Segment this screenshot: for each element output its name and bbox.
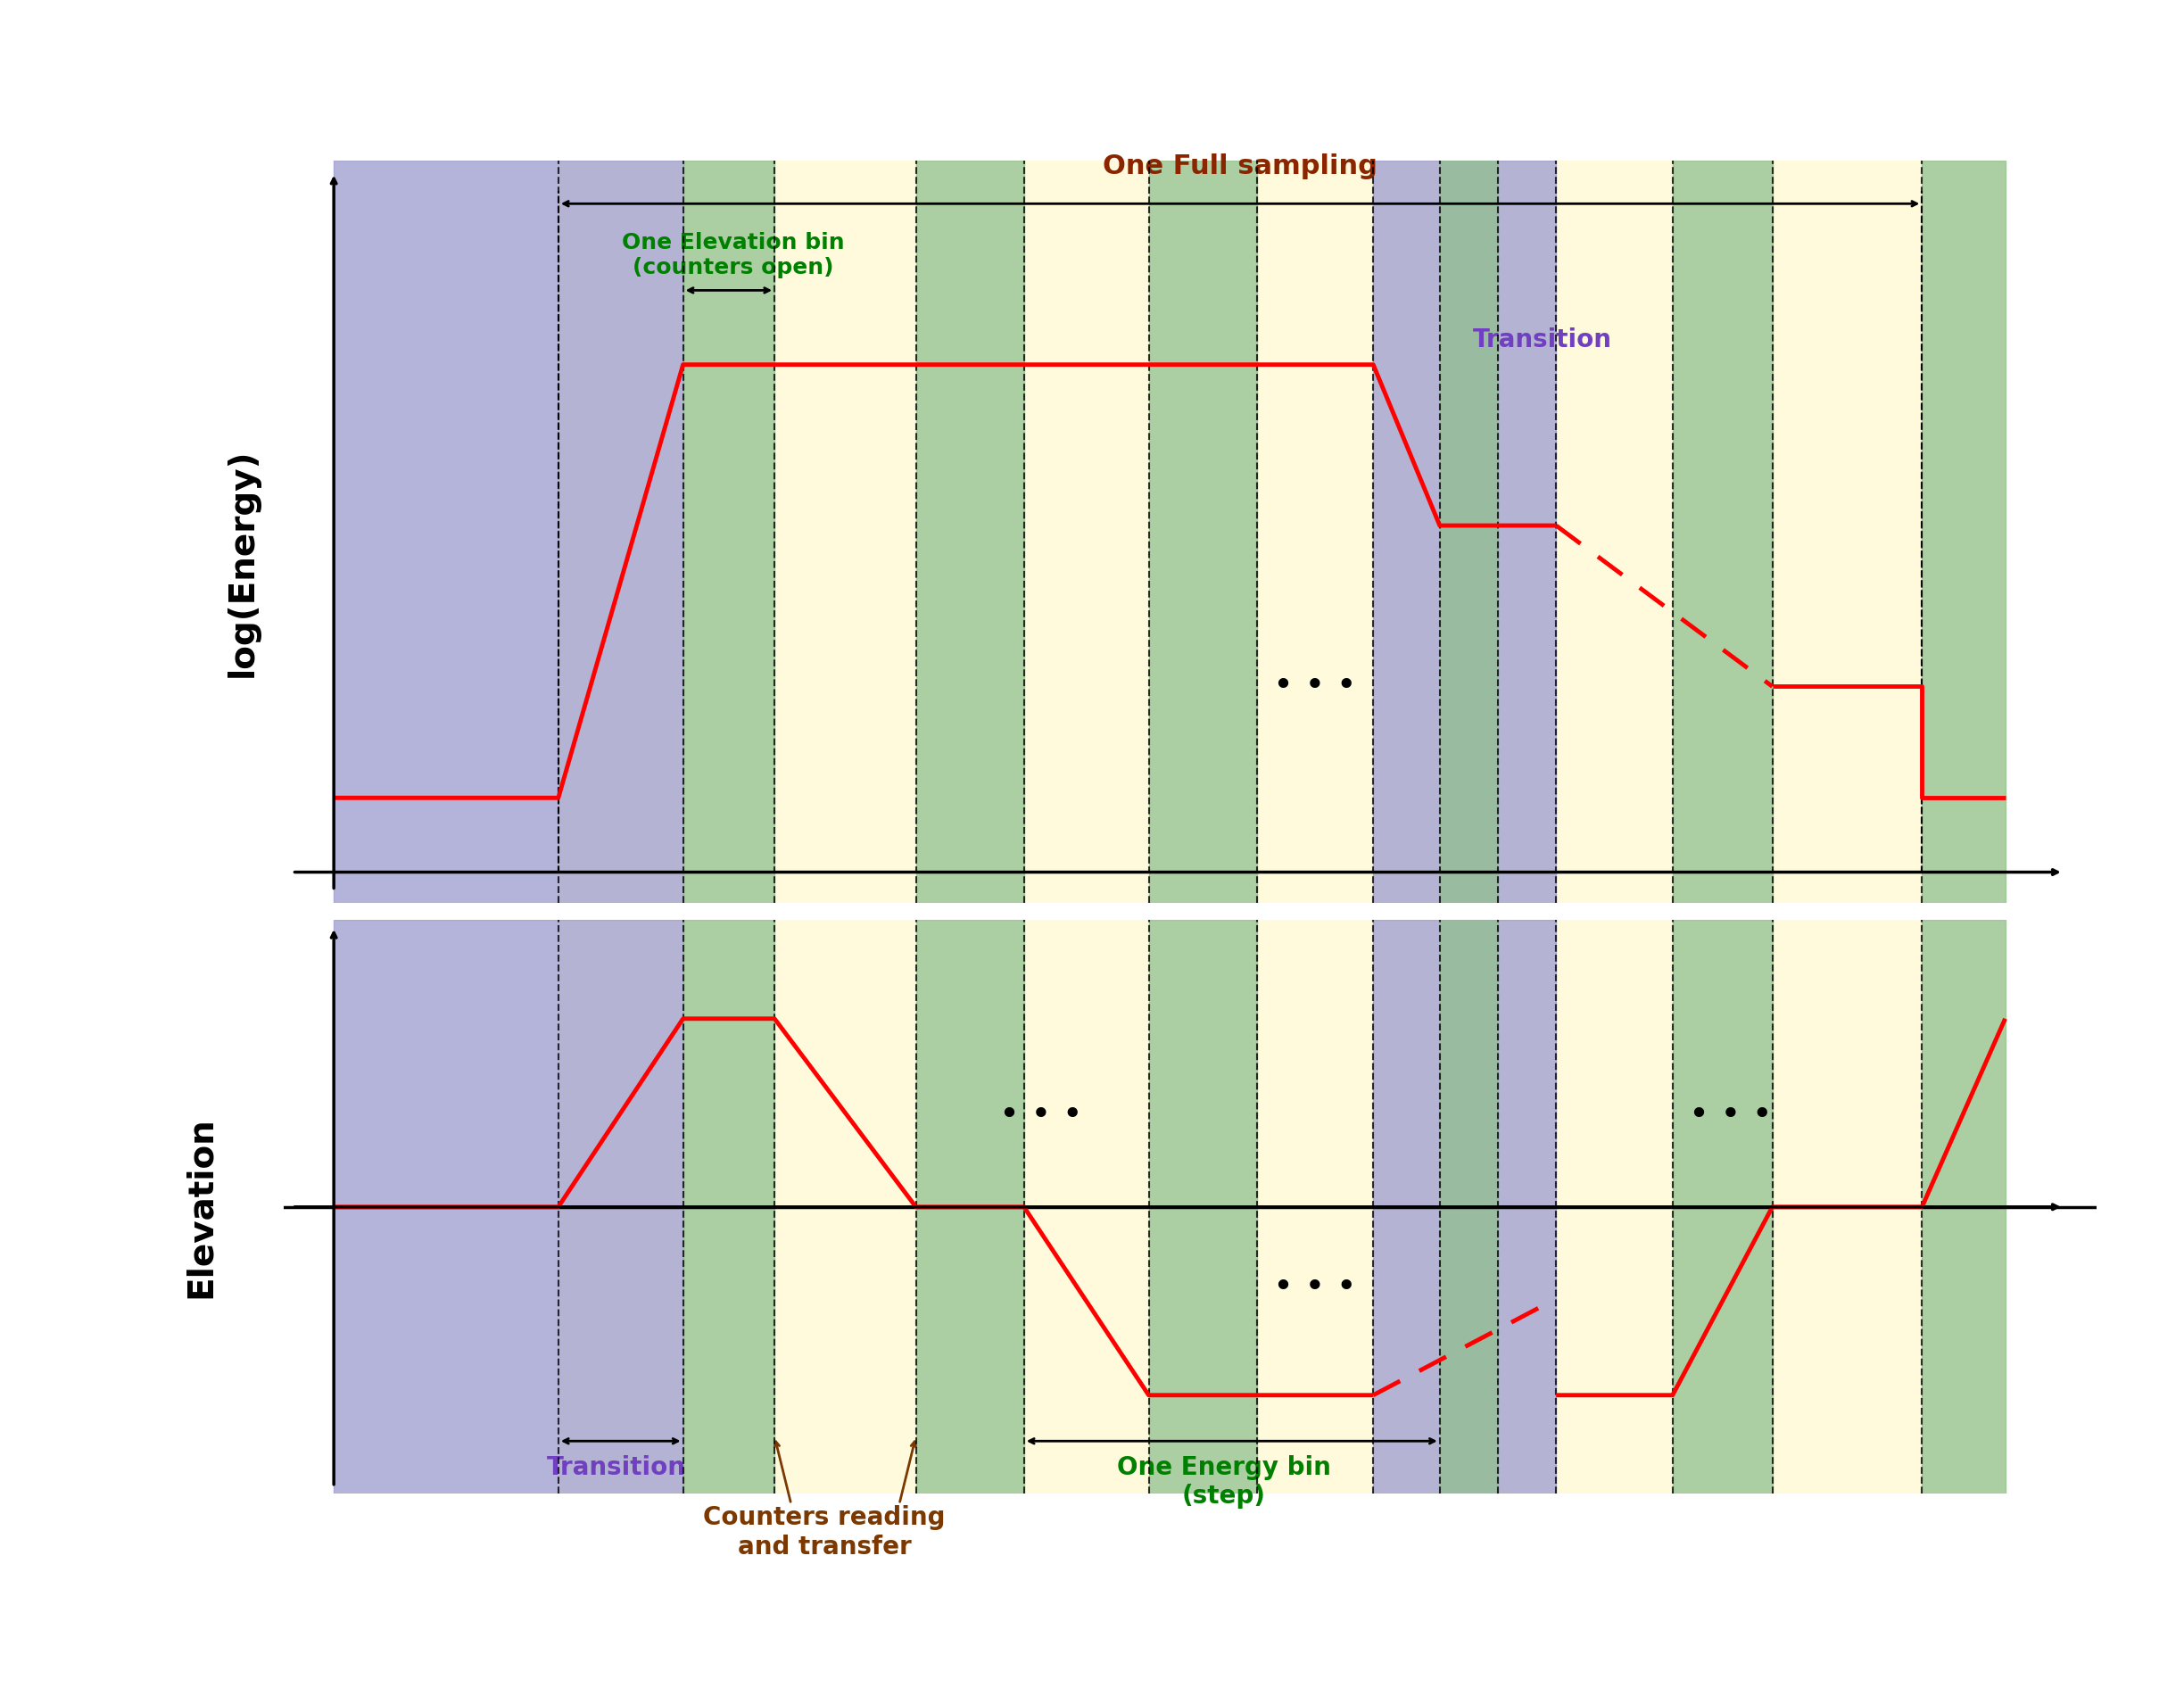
Text: • • •: • • • bbox=[1273, 670, 1356, 704]
Bar bbox=[1673, 160, 1773, 903]
Bar bbox=[1673, 920, 1773, 1494]
Bar bbox=[1922, 920, 2005, 1494]
Bar bbox=[1374, 160, 1557, 903]
Bar bbox=[915, 160, 1024, 903]
Bar bbox=[1439, 920, 1498, 1494]
Text: Counters reading
and transfer: Counters reading and transfer bbox=[703, 1506, 946, 1560]
Text: One Full sampling: One Full sampling bbox=[1103, 154, 1378, 179]
Text: • • •: • • • bbox=[1688, 1099, 1773, 1133]
Bar bbox=[1374, 920, 1557, 1494]
Bar bbox=[1149, 920, 1256, 1494]
Bar bbox=[559, 160, 2005, 903]
Bar bbox=[1922, 160, 2005, 903]
Bar bbox=[684, 920, 775, 1494]
Text: Transition: Transition bbox=[546, 1455, 686, 1480]
Text: One Elevation bin
(counters open): One Elevation bin (counters open) bbox=[622, 231, 845, 279]
Bar bbox=[1149, 160, 1256, 903]
Bar bbox=[684, 160, 775, 903]
Text: log(Energy): log(Energy) bbox=[225, 449, 260, 677]
Bar bbox=[1439, 160, 1498, 903]
Bar bbox=[915, 920, 1024, 1494]
Text: • • •: • • • bbox=[998, 1099, 1083, 1133]
Bar bbox=[334, 160, 684, 903]
Text: • • •: • • • bbox=[1273, 1271, 1356, 1305]
Bar bbox=[334, 920, 684, 1494]
Bar bbox=[559, 920, 2005, 1494]
Text: Transition: Transition bbox=[1472, 327, 1612, 353]
Text: One Energy bin
(step): One Energy bin (step) bbox=[1116, 1455, 1330, 1509]
Text: Elevation: Elevation bbox=[183, 1116, 218, 1298]
